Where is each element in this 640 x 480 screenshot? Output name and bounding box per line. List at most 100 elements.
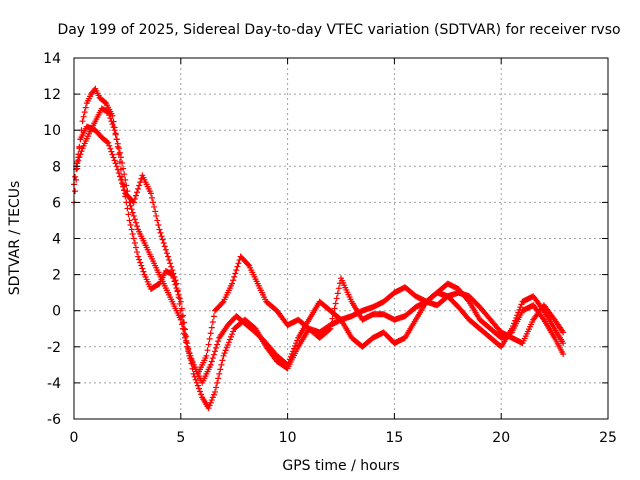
data-point	[284, 361, 291, 368]
data-point	[166, 256, 173, 263]
y-tick-label: 12	[43, 87, 61, 103]
data-point	[287, 353, 294, 360]
data-point	[172, 277, 179, 284]
data-point	[333, 295, 340, 302]
data-point	[207, 330, 214, 337]
data-point	[221, 350, 228, 357]
y-tick-labels: -6 -4 -2 0 2 4 6 8 10 12 14	[43, 51, 61, 428]
data-point	[226, 336, 233, 343]
data-point	[131, 196, 138, 203]
data-point	[125, 211, 132, 218]
data-point	[560, 340, 567, 347]
data-point	[122, 176, 129, 183]
data-point	[216, 370, 223, 377]
data-point	[205, 405, 212, 412]
data-point	[150, 199, 157, 206]
data-point	[135, 253, 142, 260]
data-point	[159, 236, 166, 243]
data-point	[113, 163, 120, 170]
data-point	[116, 149, 123, 156]
data-point	[176, 295, 183, 302]
data-point	[214, 379, 221, 386]
data-point	[223, 344, 230, 351]
data-point	[217, 366, 224, 373]
data-point	[127, 202, 134, 209]
data-point	[195, 385, 202, 392]
data-point	[157, 229, 164, 236]
data-point	[129, 230, 136, 237]
x-tick-label: 0	[70, 430, 79, 446]
data-point	[208, 358, 215, 365]
data-point	[137, 259, 144, 266]
data-point	[227, 333, 234, 340]
data-point	[230, 328, 237, 335]
data-point	[109, 151, 116, 158]
data-point	[108, 148, 115, 155]
data-point	[209, 355, 216, 362]
x-tick-label: 10	[279, 430, 297, 446]
data-point	[109, 121, 116, 128]
data-point	[193, 379, 200, 386]
data-point	[132, 192, 139, 199]
y-tick-label: 6	[52, 195, 61, 211]
data-point	[124, 188, 131, 195]
data-point	[229, 280, 236, 287]
data-point	[106, 112, 113, 119]
data-point	[80, 113, 87, 120]
data-point	[213, 384, 220, 391]
y-tick-label: 8	[52, 159, 61, 175]
data-point	[136, 182, 143, 189]
y-tick-label: 4	[52, 232, 61, 248]
data-point	[222, 347, 229, 354]
data-point	[170, 270, 177, 277]
data-point	[72, 173, 79, 180]
data-point	[134, 189, 141, 196]
data-point	[326, 326, 333, 333]
data-point	[104, 108, 111, 115]
data-point	[82, 104, 89, 111]
data-point	[209, 318, 216, 325]
data-point	[114, 166, 121, 173]
data-point	[328, 320, 335, 327]
data-point	[560, 351, 567, 358]
data-point	[127, 221, 134, 228]
data-point	[154, 217, 161, 224]
data-point	[104, 138, 111, 145]
data-point	[229, 331, 236, 338]
data-point	[139, 265, 146, 272]
data-point	[518, 301, 525, 308]
data-point	[206, 335, 213, 342]
data-point	[138, 262, 145, 269]
data-point	[112, 131, 119, 138]
data-point	[137, 179, 144, 186]
data-point	[81, 109, 88, 116]
data-point	[77, 151, 84, 158]
data-point	[105, 109, 112, 116]
data-point	[128, 206, 135, 213]
axis-ticks	[73, 57, 609, 420]
data-point	[151, 203, 158, 210]
y-tick-label: 0	[52, 304, 61, 320]
series-track-1	[71, 85, 567, 412]
data-point	[207, 399, 214, 406]
data-point	[117, 154, 124, 161]
data-point	[197, 388, 204, 395]
data-point	[174, 287, 181, 294]
y-tick-label: 10	[43, 123, 61, 139]
data-point	[219, 357, 226, 364]
data-point	[178, 321, 185, 328]
data-point	[167, 260, 174, 267]
data-point	[213, 344, 220, 351]
data-point	[126, 199, 133, 206]
data-point	[327, 325, 334, 332]
data-point	[220, 352, 227, 359]
data-point	[116, 173, 123, 180]
data-point	[76, 154, 83, 161]
data-point	[125, 193, 132, 200]
data-point	[235, 260, 242, 267]
data-point	[101, 99, 108, 106]
data-point	[74, 160, 81, 167]
data-point	[218, 361, 225, 368]
data-point	[215, 338, 222, 345]
data-point	[191, 373, 198, 380]
